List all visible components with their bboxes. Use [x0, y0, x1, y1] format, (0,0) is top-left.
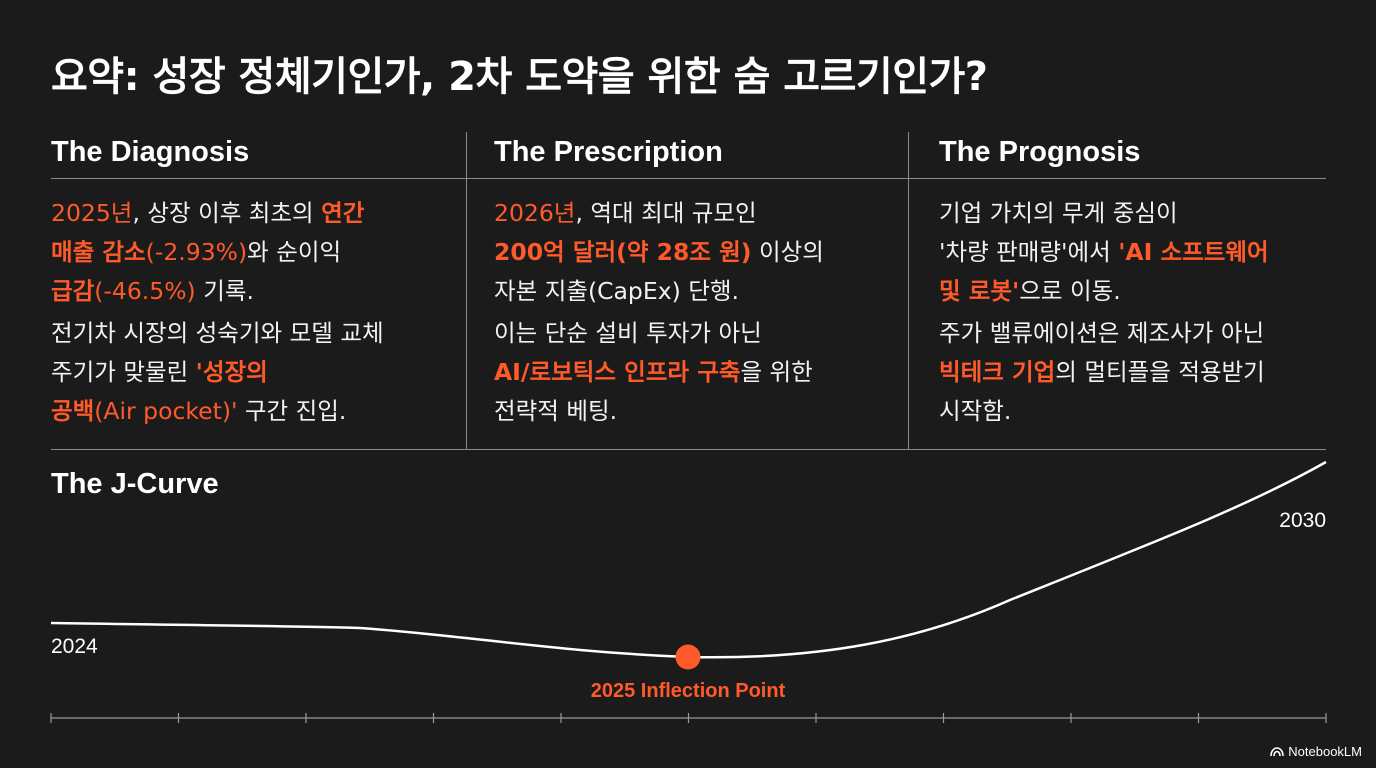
- body-text: 을 위한: [740, 358, 813, 386]
- summary-columns: The Diagnosis 2025년, 상장 이후 최초의 연간 매출 감소(-…: [51, 132, 1326, 450]
- body-text: , 역대 최대 규모인: [575, 199, 757, 227]
- prognosis-column: The Prognosis 기업 가치의 무게 중심이 '차량 판매량'에서 'A…: [939, 132, 1326, 450]
- body-text: 주가 밸류에이션은 제조사가 아닌: [939, 319, 1265, 347]
- highlight-text: 공백: [51, 397, 95, 425]
- highlight-text: 빅테크 기업: [939, 358, 1056, 386]
- inflection-point-label: 2025 Inflection Point: [591, 680, 786, 702]
- column-divider: [908, 132, 909, 450]
- body-text: 구간 진입.: [237, 397, 347, 425]
- highlight-text: 'AI 소프트웨어: [1118, 238, 1269, 266]
- body-text: 시작함.: [939, 397, 1012, 425]
- highlight-text: 200억 달러(약 28조 원): [494, 238, 752, 266]
- body-text: 의 멀티플을 적용받기: [1055, 358, 1265, 386]
- highlight-text: 2025년: [51, 199, 133, 227]
- body-text: 전략적 베팅.: [494, 397, 618, 425]
- prognosis-heading: The Prognosis: [939, 136, 1141, 168]
- highlight-text: AI/로보틱스 인프라 구축: [494, 358, 741, 386]
- timeline-ticks: [50, 713, 1327, 723]
- body-text: 으로 이동.: [1019, 277, 1121, 305]
- body-text: '차량 판매량'에서: [939, 238, 1119, 266]
- diagnosis-heading: The Diagnosis: [51, 136, 250, 168]
- body-text: 이상의: [751, 238, 824, 266]
- body-text: 자본 지출(CapEx) 단행.: [494, 277, 739, 305]
- end-year-label: 2030: [1279, 509, 1326, 532]
- brand-label: NotebookLM: [1288, 744, 1362, 759]
- section-divider: [51, 449, 1326, 450]
- highlight-text: 급감: [51, 277, 95, 305]
- inflection-point-marker: [675, 644, 701, 670]
- start-year-label: 2024: [51, 635, 98, 658]
- brand-watermark: NotebookLM: [1270, 744, 1362, 759]
- body-text: , 상장 이후 최초의: [132, 199, 322, 227]
- highlight-text: (Air pocket)': [94, 397, 238, 425]
- highlight-text: 연간: [321, 199, 365, 227]
- prescription-column: The Prescription 2026년, 역대 최대 규모인 200억 달러…: [494, 132, 910, 450]
- body-text: 와 순이익: [247, 238, 342, 266]
- jcurve-title: The J-Curve: [51, 468, 219, 500]
- jcurve-line: [50, 460, 1327, 659]
- diagnosis-column: The Diagnosis 2025년, 상장 이후 최초의 연간 매출 감소(-…: [51, 132, 467, 450]
- body-text: 기업 가치의 무게 중심이: [939, 199, 1178, 227]
- heading-divider: [51, 178, 1326, 179]
- body-text: 기록.: [195, 277, 254, 305]
- highlight-text: (-46.5%): [94, 277, 196, 305]
- highlight-text: 매출 감소: [51, 238, 146, 266]
- highlight-text: '성장의: [195, 358, 268, 386]
- page-title: 요약: 성장 정체기인가, 2차 도약을 위한 숨 고르기인가?: [51, 54, 988, 100]
- column-divider: [466, 132, 467, 450]
- notebooklm-icon: [1270, 746, 1285, 756]
- body-text: 전기차 시장의 성숙기와 모델 교체: [51, 319, 384, 347]
- highlight-text: 및 로봇': [939, 277, 1020, 305]
- highlight-text: 2026년: [494, 199, 576, 227]
- body-text: 주기가 맞물린: [51, 358, 196, 386]
- body-text: 이는 단순 설비 투자가 아닌: [494, 319, 762, 347]
- prescription-heading: The Prescription: [494, 136, 723, 168]
- highlight-text: (-2.93%): [145, 238, 248, 266]
